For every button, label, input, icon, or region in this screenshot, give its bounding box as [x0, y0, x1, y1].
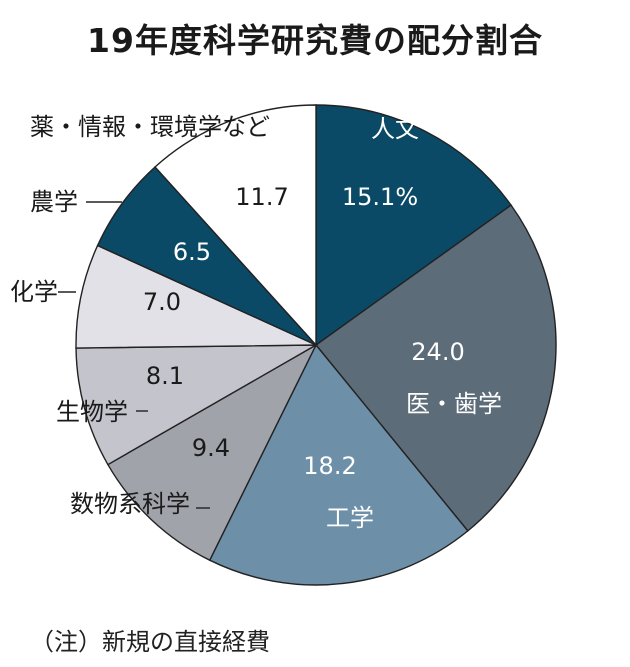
- pie-slice-3: [208, 343, 469, 586]
- pie-slice-5: [75, 344, 319, 466]
- slice-name-label-1: 人文・社会科学: [371, 115, 539, 143]
- slice-value-label-3: 18.2: [303, 452, 356, 480]
- slice-name-label-7: 農学: [30, 188, 78, 216]
- slice-name-label-6: 化学: [10, 278, 58, 306]
- slice-value-label-6: 7.0: [143, 288, 181, 316]
- pie-slice-4: [106, 343, 318, 562]
- pie-slice-8: [154, 104, 317, 347]
- pie-slice-2: [314, 204, 557, 532]
- chart-title: 19年度科学研究費の配分割合: [87, 21, 543, 60]
- slice-value-label-2: 24.0: [411, 338, 464, 366]
- slice-value-label-8: 11.7: [235, 183, 288, 211]
- chart-note: （注）新規の直接経費: [30, 628, 270, 656]
- pie-slice-6: [75, 244, 317, 349]
- slice-name-label-5: 生物学: [56, 398, 128, 426]
- slice-value-label-5: 8.1: [146, 362, 184, 390]
- slice-name-label-8: 薬・情報・環境学など: [30, 113, 270, 141]
- pie-slice-1: [315, 104, 513, 347]
- slice-name-label-2: 医・歯学: [406, 390, 502, 418]
- slice-name-label-4: 数物系科学: [70, 490, 190, 518]
- slice-name-label-3: 工学: [326, 504, 374, 532]
- slice-value-label-1: 15.1%: [342, 183, 418, 211]
- slice-value-label-7: 6.5: [173, 238, 211, 266]
- slice-value-label-4: 9.4: [192, 434, 230, 462]
